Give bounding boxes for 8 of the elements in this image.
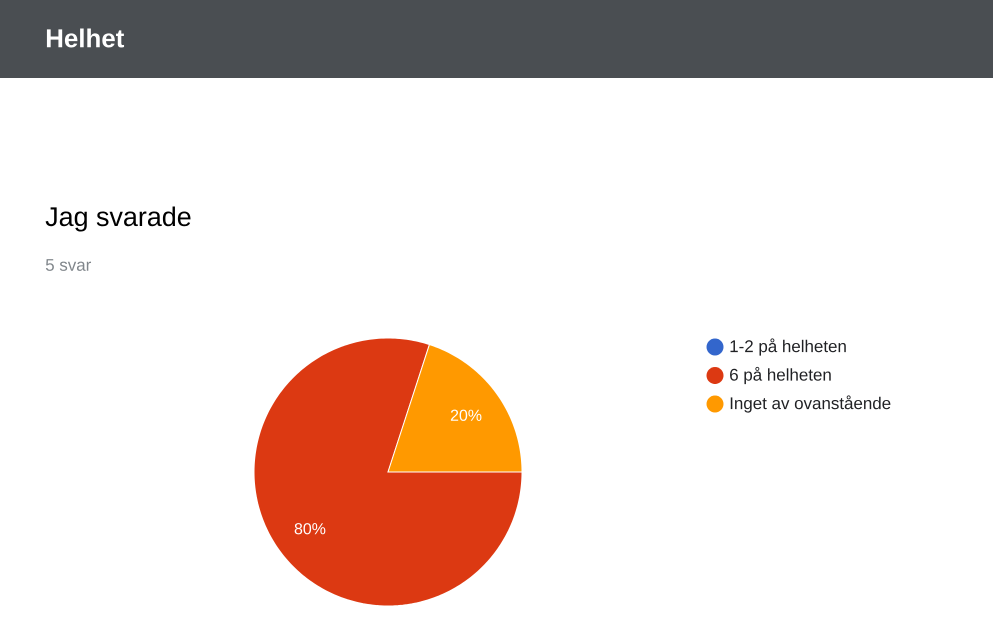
text: 5 svar xyxy=(46,259,92,271)
data-label: 80% xyxy=(294,523,326,534)
legend-label: 6 på helheten xyxy=(730,366,831,384)
chart-title: Jag svarade xyxy=(46,206,190,232)
text: Helhet xyxy=(46,28,124,48)
data-label: 20% xyxy=(450,410,482,421)
legend-label: 1-2 på helheten xyxy=(730,338,846,356)
legend-label: Inget av ovanstående xyxy=(730,395,890,413)
